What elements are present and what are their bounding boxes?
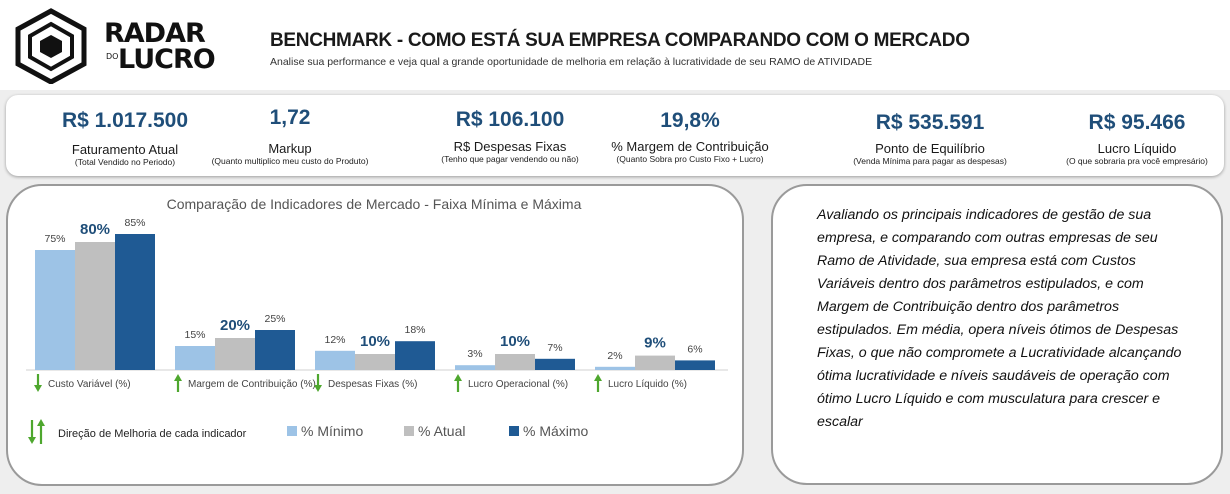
kpi-label: R$ Despesas Fixas <box>453 139 567 154</box>
direction-legend-label: Direção de Melhoria de cada indicador <box>58 428 247 440</box>
kpi-label: % Margem de Contribuição <box>611 139 769 154</box>
bar-data-label: 85% <box>124 217 145 229</box>
header: RADAR DO LUCRO BENCHMARK - COMO ESTÁ SUA… <box>0 0 1230 90</box>
kpi-label: Faturamento Atual <box>71 142 179 157</box>
category-label: Margem de Contribuição (%) <box>188 379 316 390</box>
logo-do: DO <box>106 52 119 61</box>
bar-data-label: 25% <box>264 313 285 325</box>
bar-atual <box>75 242 115 370</box>
arrow-down-icon <box>314 385 322 392</box>
kpi-value: 1,72 <box>269 106 311 129</box>
kpi-ponto-equilibrio: R$ 535.591 Ponto de Equilíbrio (Venda Mí… <box>840 112 1020 166</box>
kpi-faturamento: R$ 1.017.500 Faturamento Atual (Total Ve… <box>52 110 198 167</box>
bar-data-label: 12% <box>324 334 345 346</box>
bar-min <box>35 250 75 370</box>
kpi-note: (Quanto multiplico meu custo do Produto) <box>211 156 369 166</box>
bar-data-label: 6% <box>687 343 702 355</box>
bar-data-label: 20% <box>220 317 250 334</box>
bar-atual <box>635 355 675 370</box>
kpi-despesas-fixas: R$ 106.100 R$ Despesas Fixas (Tenho que … <box>430 109 590 164</box>
bar-data-label: 80% <box>80 221 110 238</box>
bar-max <box>115 234 155 370</box>
bar-max <box>535 358 575 370</box>
kpi-note: (Quanto Sobra pro Custo Fixo + Lucro) <box>616 154 764 164</box>
bar-data-label: 7% <box>547 342 562 354</box>
arrow-up-icon <box>454 374 462 381</box>
bar-data-label: 15% <box>184 329 205 341</box>
kpi-value: R$ 95.466 <box>1088 111 1186 134</box>
analysis-text: Avaliando os principais indicadores de g… <box>817 207 1182 430</box>
legend-swatch <box>287 426 297 436</box>
benchmark-chart-panel: Comparação de Indicadores de Mercado - F… <box>6 184 744 486</box>
logo-hexagon-icon <box>15 8 87 84</box>
kpi-note: (Tenho que pagar vendendo ou não) <box>441 154 579 164</box>
kpi-margem-contribuicao: 19,8% % Margem de Contribuição (Quanto S… <box>604 110 776 164</box>
bar-min <box>315 350 355 370</box>
kpi-note: (Total Vendido no Periodo) <box>74 157 176 167</box>
bar-min <box>455 365 495 370</box>
kpi-note: (O que sobraria pra você empresário) <box>1066 156 1208 166</box>
logo-lucro: LUCRO <box>118 44 216 75</box>
arrow-down-icon <box>28 437 36 444</box>
kpi-value: R$ 535.591 <box>875 111 985 134</box>
legend-label: % Atual <box>418 423 465 439</box>
analysis-panel: Avaliando os principais indicadores de g… <box>771 184 1223 485</box>
category-label: Custo Variável (%) <box>48 379 131 390</box>
logo-radar: RADAR <box>104 18 206 49</box>
kpi-label: Markup <box>268 141 312 156</box>
arrow-up-icon <box>594 374 602 381</box>
kpi-markup: 1,72 Markup (Quanto multiplico meu custo… <box>202 107 378 166</box>
kpi-label: Lucro Líquido <box>1097 141 1177 156</box>
chart-title: Comparação de Indicadores de Mercado - F… <box>167 196 582 212</box>
kpi-label: Ponto de Equilíbrio <box>875 141 985 156</box>
arrow-up-icon <box>174 374 182 381</box>
legend-swatch <box>404 426 414 436</box>
category-label: Lucro Operacional (%) <box>468 379 568 390</box>
bar-atual <box>215 338 255 370</box>
bar-atual <box>355 354 395 370</box>
bar-max <box>675 360 715 370</box>
page-title: BENCHMARK - COMO ESTÁ SUA EMPRESA COMPAR… <box>270 30 970 51</box>
page-subtitle: Analise sua performance e veja qual a gr… <box>270 56 873 68</box>
bar-min <box>175 346 215 370</box>
arrow-down-icon <box>34 385 42 392</box>
category-label: Lucro Líquido (%) <box>608 379 687 390</box>
bar-data-label: 9% <box>644 335 666 352</box>
benchmark-chart: Comparação de Indicadores de Mercado - F… <box>26 196 728 444</box>
bar-data-label: 3% <box>467 348 482 360</box>
legend-swatch <box>509 426 519 436</box>
kpi-note: (Venda Mínima para pagar as despesas) <box>853 156 1007 166</box>
bar-data-label: 75% <box>44 233 65 245</box>
arrow-up-icon <box>37 419 45 426</box>
bar-data-label: 10% <box>500 333 530 350</box>
kpi-value: R$ 1.017.500 <box>61 109 189 132</box>
bar-data-label: 2% <box>607 350 622 362</box>
legend-label: % Mínimo <box>301 423 363 439</box>
legend-label: % Máximo <box>523 423 589 439</box>
bar-max <box>255 330 295 370</box>
bar-data-label: 18% <box>404 324 425 336</box>
bar-atual <box>495 354 535 370</box>
kpi-value: R$ 106.100 <box>455 108 565 131</box>
kpi-panel: R$ 1.017.500 Faturamento Atual (Total Ve… <box>6 95 1224 176</box>
kpi-value: 19,8% <box>660 109 720 132</box>
kpi-lucro-liquido: R$ 95.466 Lucro Líquido (O que sobraria … <box>1056 112 1218 166</box>
bar-min <box>595 366 635 370</box>
category-label: Despesas Fixas (%) <box>328 379 417 390</box>
bar-data-label: 10% <box>360 333 390 350</box>
bar-max <box>395 341 435 370</box>
